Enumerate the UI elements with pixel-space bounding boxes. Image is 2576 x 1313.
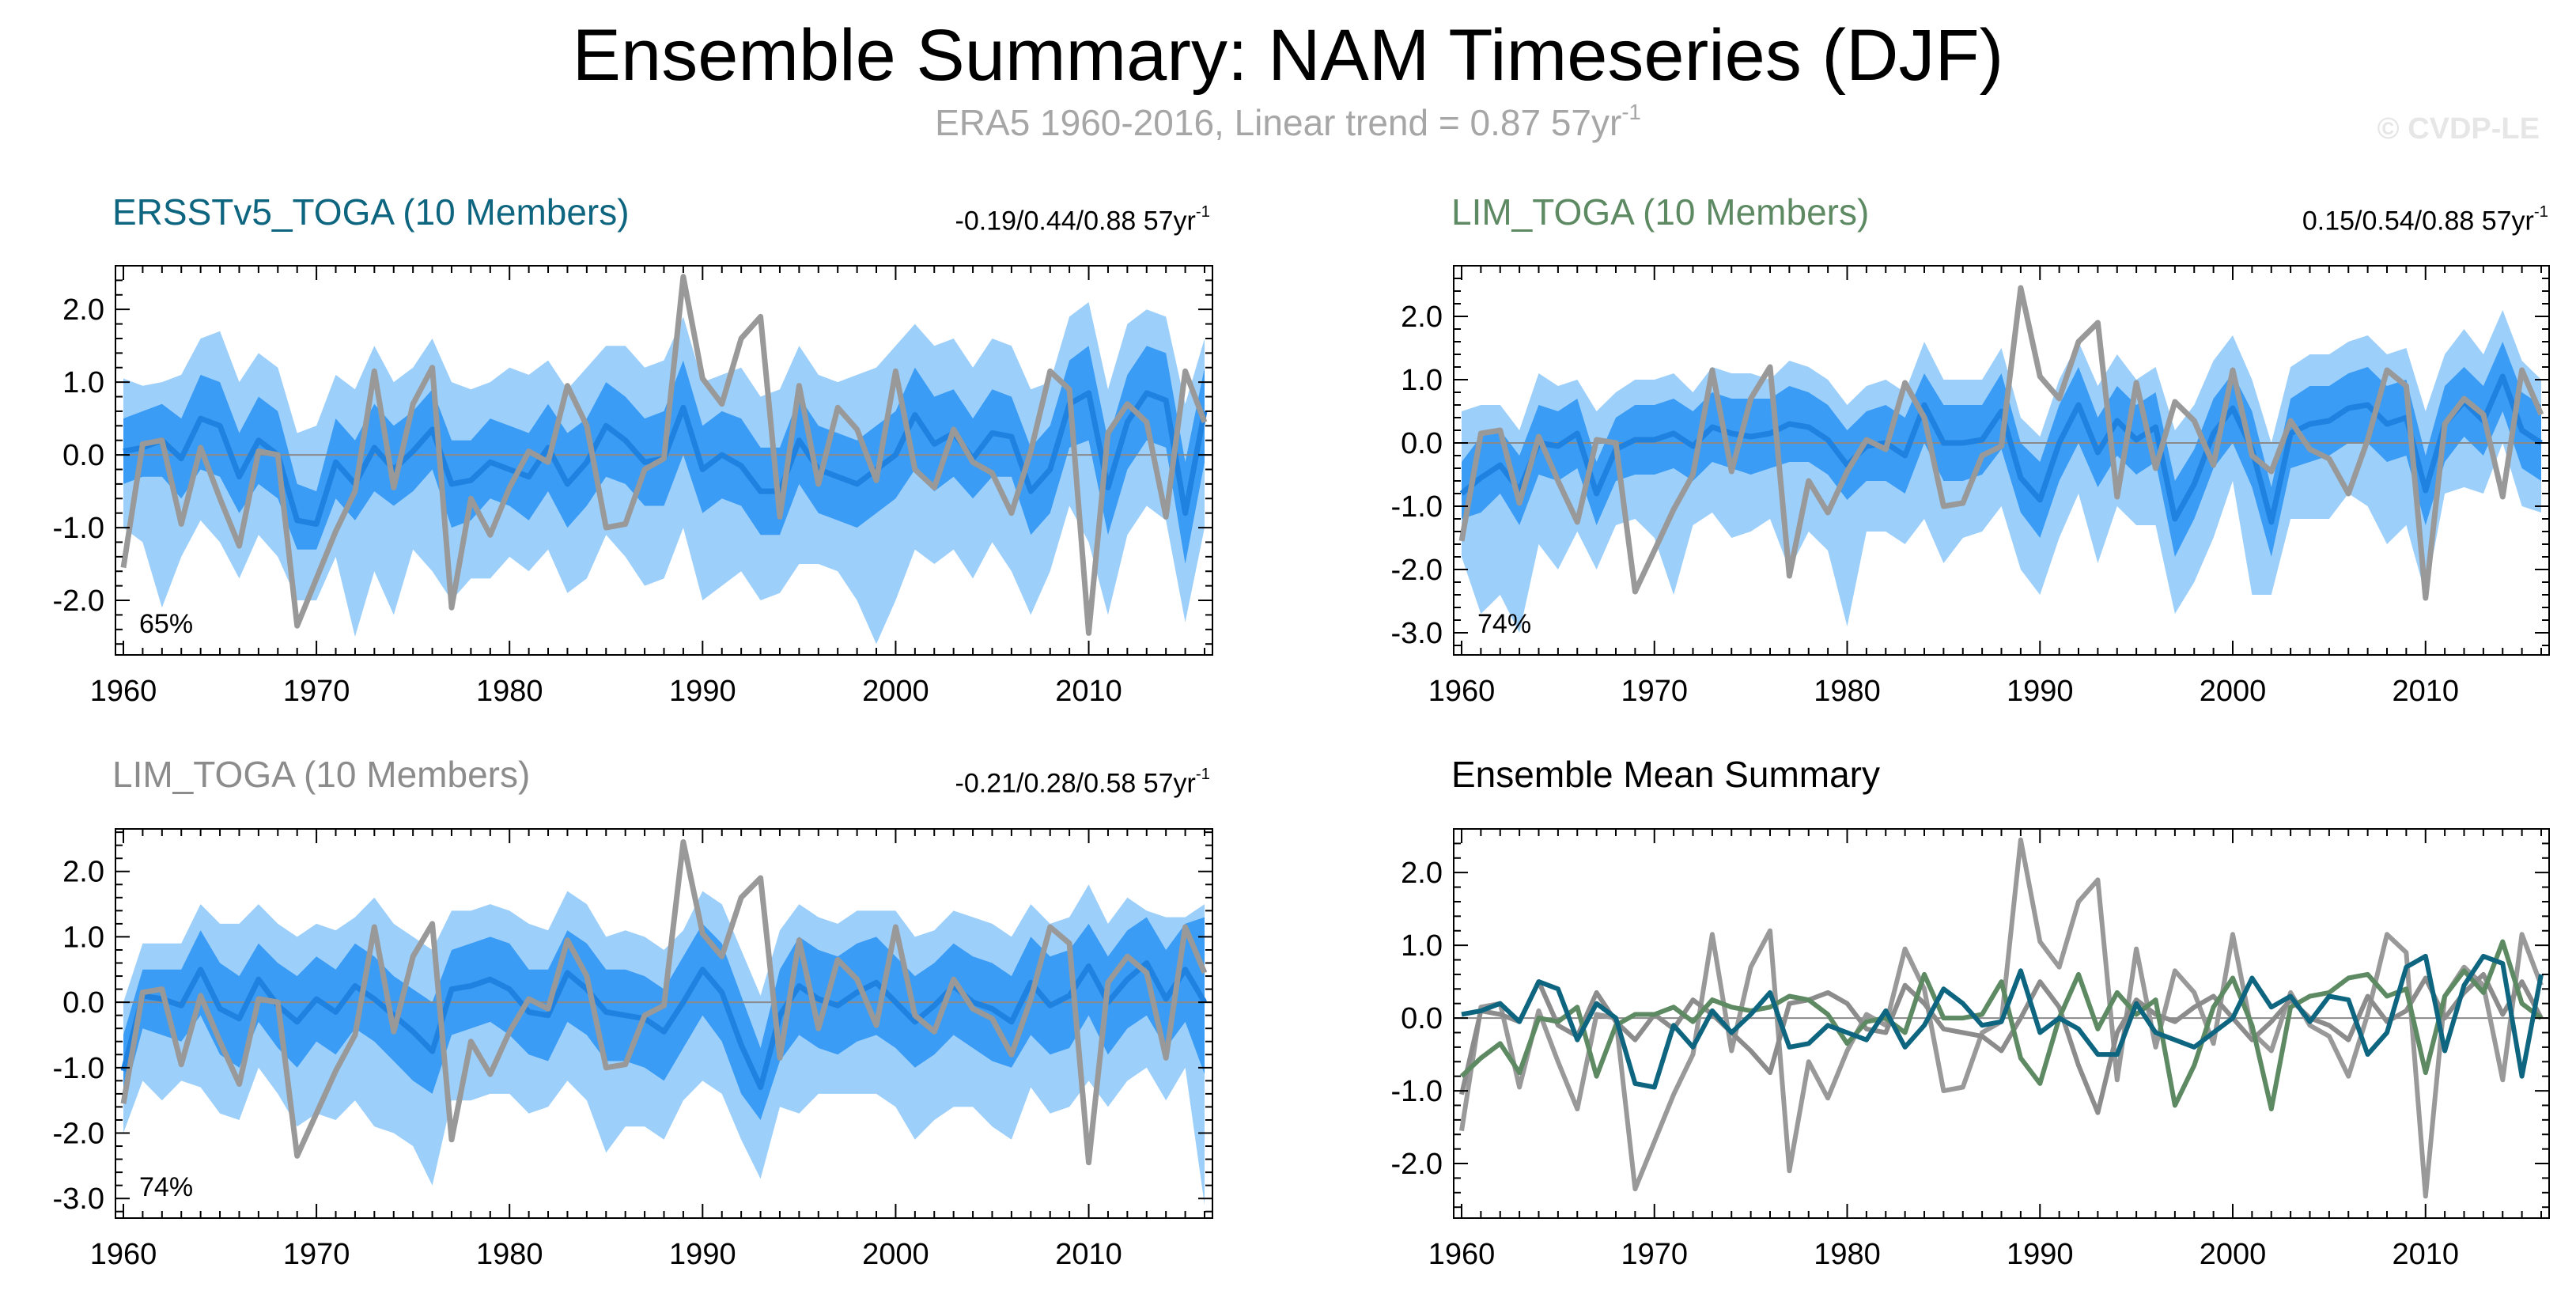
y-tick-label: -1.0	[1391, 1075, 1443, 1108]
panel-4-plot: 1960 1970 1980 1990 2000 2010 -2.0 -1.0 0.0 1.0 2.…	[1391, 828, 2550, 1271]
y-tick-label: -1.0	[53, 1052, 104, 1085]
subtitle-exponent: -1	[1621, 99, 1641, 124]
y-tick-label: 0.0	[62, 986, 104, 1020]
x-tick-label: 1970	[283, 675, 350, 708]
x-tick-label: 1990	[669, 1238, 736, 1271]
y-tick-label: -2.0	[1391, 1148, 1443, 1181]
x-tick-label: 1960	[1428, 675, 1496, 708]
ensemble-iqr-band	[1462, 342, 2541, 557]
y-tick-label: 0.0	[1401, 427, 1443, 460]
y-tick-label: -3.0	[1391, 617, 1443, 650]
obs-line	[120, 274, 1208, 636]
y-tick-label: 2.0	[1401, 301, 1443, 334]
x-tick-label: 2010	[2392, 675, 2459, 708]
main-title: Ensemble Summary: NAM Timeseries (DJF)	[572, 15, 2004, 96]
percent-label: 74%	[1477, 609, 1531, 639]
ensemble-mean-line	[1459, 373, 2543, 525]
panel-3-trend-text: -0.21/0.28/0.58 57yr	[955, 768, 1196, 799]
x-tick-label: 2000	[862, 1238, 929, 1271]
watermark: © CVDP-LE	[2377, 112, 2540, 146]
plot-area	[1454, 837, 2549, 1199]
panel-1-trend: -0.19/0.44/0.88 57yr-1	[955, 199, 1210, 236]
panel-2-plot: 1960 1970 1980 1990 2000 2010 -3.0 -2.0 -1.0 0.0 1…	[1391, 265, 2550, 708]
panel-2-trend: 0.15/0.54/0.88 57yr-1	[2302, 199, 2548, 236]
x-tick-label: 1970	[1621, 1238, 1688, 1271]
y-tick-label: 0.0	[1401, 1002, 1443, 1035]
y-tick-label: 1.0	[62, 366, 104, 399]
x-tick-label: 2010	[1055, 675, 1122, 708]
plot-area	[115, 274, 1212, 645]
plot-area	[1454, 285, 2549, 633]
x-tick-label: 2010	[1055, 1238, 1122, 1271]
y-tick-label: 2.0	[62, 856, 104, 889]
y-tick-label: -1.0	[1391, 490, 1443, 524]
x-tick-label: 1960	[90, 675, 157, 708]
y-tick-label: 1.0	[62, 921, 104, 954]
subtitle: ERA5 1960-2016, Linear trend = 0.87 57yr…	[0, 99, 2576, 144]
x-tick-label: 1990	[669, 675, 736, 708]
y-tick-label: 2.0	[1401, 857, 1443, 890]
ensemble-iqr-band	[123, 917, 1205, 1120]
ensemble-mean-line	[120, 960, 1208, 1091]
y-tick-label: 2.0	[62, 293, 104, 327]
percent-label: 74%	[139, 1172, 193, 1202]
panel-2-title: LIM_TOGA (10 Members)	[1451, 191, 1870, 233]
y-tick-label: -3.0	[53, 1182, 104, 1216]
panel-1-trend-text: -0.19/0.44/0.88 57yr	[955, 206, 1196, 236]
panel-2-trend-exp: -1	[2533, 203, 2548, 221]
lim-toga-2-mean-line	[1459, 971, 2544, 1115]
x-tick-label: 2000	[2200, 1238, 2267, 1271]
obs-line	[120, 839, 1208, 1166]
subtitle-text: ERA5 1960-2016, Linear trend = 0.87 57yr	[935, 102, 1622, 143]
panel-1-plot: 1960 1970 1980 1990 2000 2010 -2.0 -1.0 0.0 1.0 2.…	[53, 265, 1213, 708]
y-tick-label: -2.0	[53, 585, 104, 618]
x-tick-label: 1990	[2007, 675, 2074, 708]
panel-3-trend-exp: -1	[1195, 766, 1210, 783]
y-tick-label: 1.0	[1401, 929, 1443, 963]
panel-3-plot: 1960 1970 1980 1990 2000 2010 -3.0 -2.0 -1.0 0.0 1…	[53, 828, 1213, 1271]
x-tick-label: 1990	[2007, 1238, 2074, 1271]
x-tick-label: 1960	[1428, 1238, 1496, 1271]
x-tick-label: 1960	[90, 1238, 157, 1271]
y-tick-label: 1.0	[1401, 364, 1443, 397]
x-tick-label: 1980	[1814, 1238, 1881, 1271]
obs-line	[1458, 285, 2544, 601]
panel-1-trend-exp: -1	[1195, 203, 1210, 221]
x-tick-label: 1970	[283, 1238, 350, 1271]
panel-3-title: LIM_TOGA (10 Members)	[112, 754, 531, 795]
x-tick-label: 2000	[862, 675, 929, 708]
panel-1-title: ERSSTv5_TOGA (10 Members)	[112, 191, 630, 233]
x-tick-label: 1980	[1814, 675, 1881, 708]
ersst-toga-mean-line	[1461, 953, 2544, 1090]
plot-area	[115, 839, 1212, 1205]
y-tick-label: 0.0	[62, 439, 104, 472]
y-tick-label: -1.0	[53, 512, 104, 545]
x-tick-label: 1980	[476, 675, 543, 708]
x-tick-label: 1970	[1621, 675, 1688, 708]
x-tick-label: 1980	[476, 1238, 543, 1271]
y-tick-label: -2.0	[53, 1118, 104, 1151]
panel-3-trend: -0.21/0.28/0.58 57yr-1	[955, 762, 1210, 799]
x-tick-label: 2010	[2392, 1238, 2459, 1271]
panel-2-trend-text: 0.15/0.54/0.88 57yr	[2302, 206, 2534, 236]
percent-label: 65%	[139, 609, 193, 639]
panel-4-title: Ensemble Mean Summary	[1451, 754, 1880, 795]
x-tick-label: 2000	[2200, 675, 2267, 708]
lim-toga-mean-line	[1459, 939, 2543, 1112]
y-tick-label: -2.0	[1391, 554, 1443, 587]
